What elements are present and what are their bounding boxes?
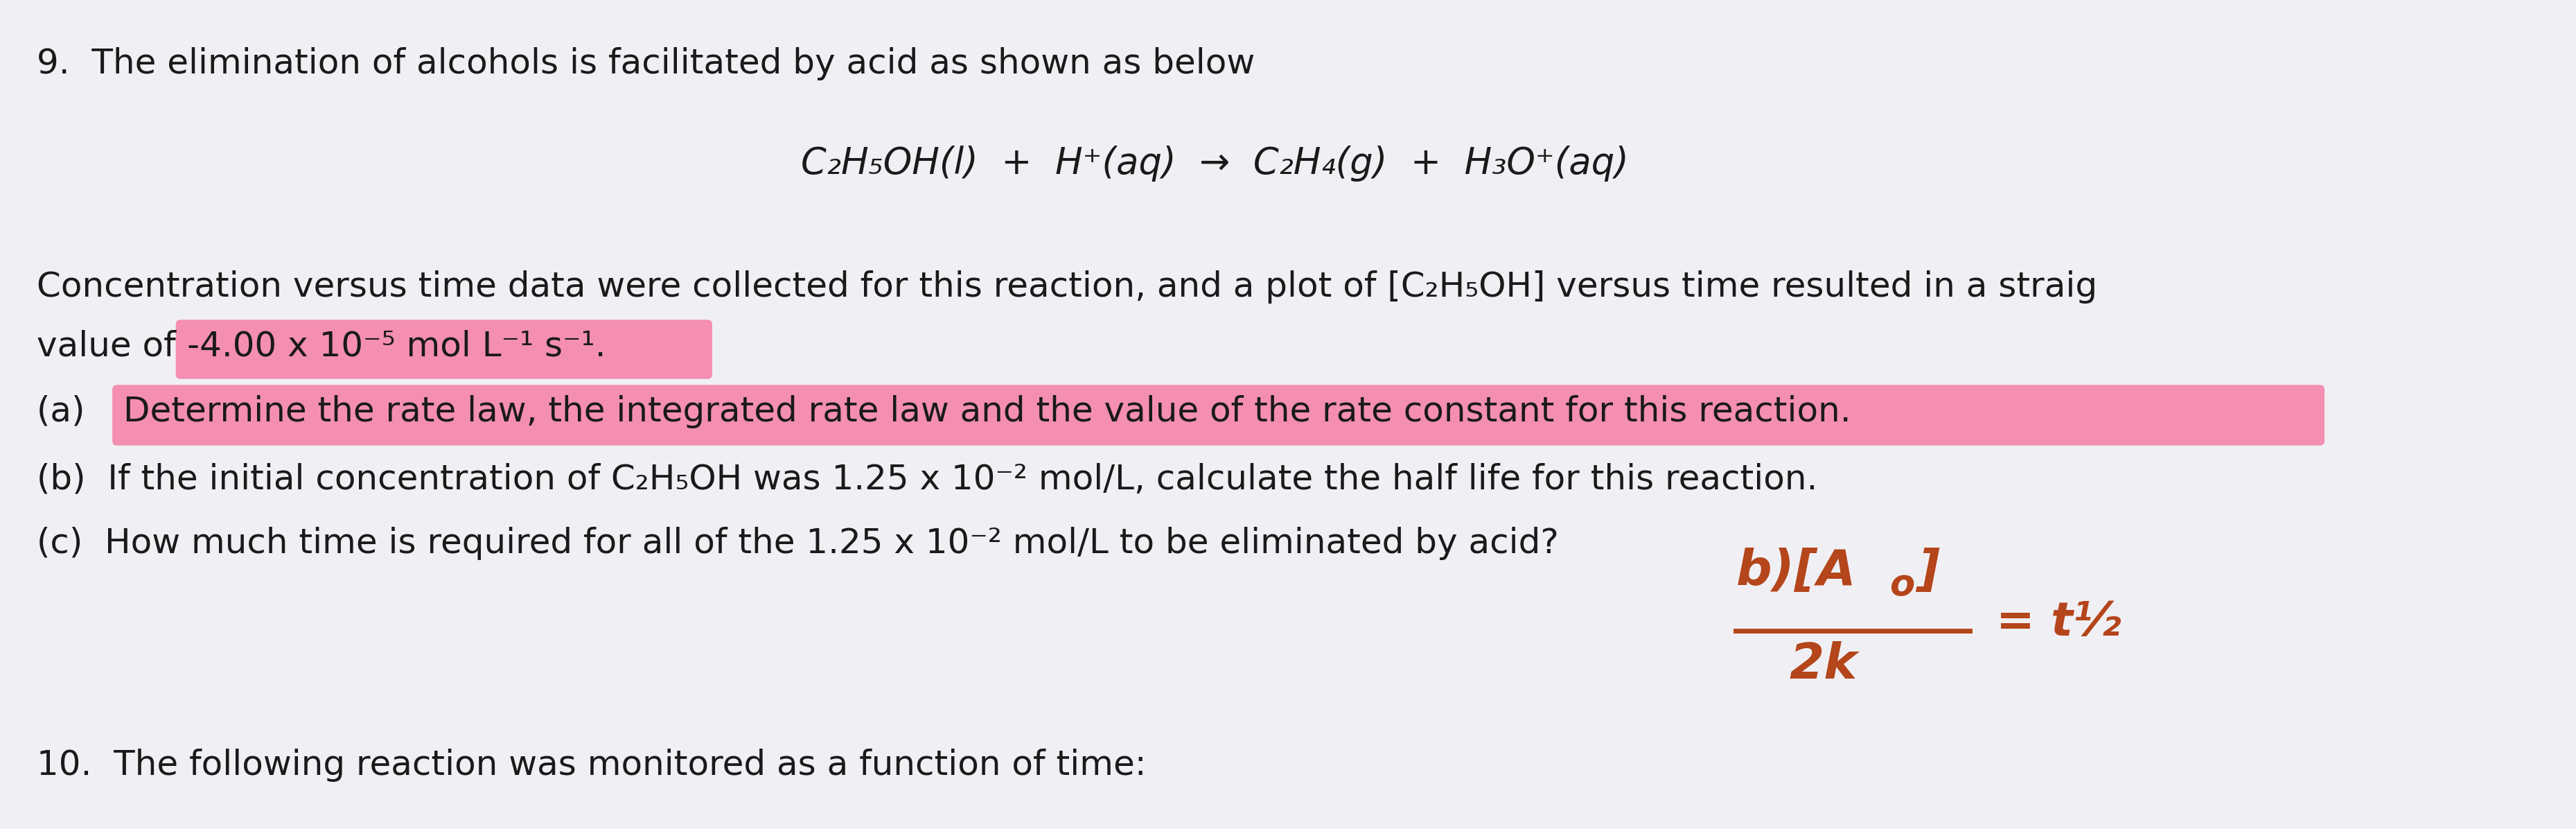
Text: ]: ] [1917, 548, 1940, 595]
Text: Determine the rate law, the integrated rate law and the value of the rate consta: Determine the rate law, the integrated r… [124, 395, 1852, 429]
FancyBboxPatch shape [113, 385, 2324, 445]
Text: b)[A: b)[A [1736, 548, 1857, 595]
Text: = t½: = t½ [1996, 599, 2120, 645]
Text: 9.  The elimination of alcohols is facilitated by acid as shown as below: 9. The elimination of alcohols is facili… [36, 47, 1255, 80]
Text: o: o [1888, 567, 1914, 603]
Text: C₂H₅OH(l)  +  H⁺(aq)  →  C₂H₄(g)  +  H₃O⁺(aq): C₂H₅OH(l) + H⁺(aq) → C₂H₄(g) + H₃O⁺(aq) [801, 146, 1628, 182]
Text: (c)  How much time is required for all of the 1.25 x 10⁻² mol/L to be eliminated: (c) How much time is required for all of… [36, 526, 1558, 560]
Text: (a): (a) [36, 395, 106, 429]
Text: 2k: 2k [1790, 641, 1857, 689]
Text: 10.  The following reaction was monitored as a function of time:: 10. The following reaction was monitored… [36, 749, 1146, 782]
Text: Concentration versus time data were collected for this reaction, and a plot of [: Concentration versus time data were coll… [36, 270, 2097, 303]
FancyBboxPatch shape [175, 320, 711, 379]
Text: value of: value of [36, 329, 188, 362]
Text: -4.00 x 10⁻⁵ mol L⁻¹ s⁻¹.: -4.00 x 10⁻⁵ mol L⁻¹ s⁻¹. [188, 329, 605, 362]
Text: (b)  If the initial concentration of C₂H₅OH was 1.25 x 10⁻² mol/L, calculate the: (b) If the initial concentration of C₂H₅… [36, 463, 1819, 497]
